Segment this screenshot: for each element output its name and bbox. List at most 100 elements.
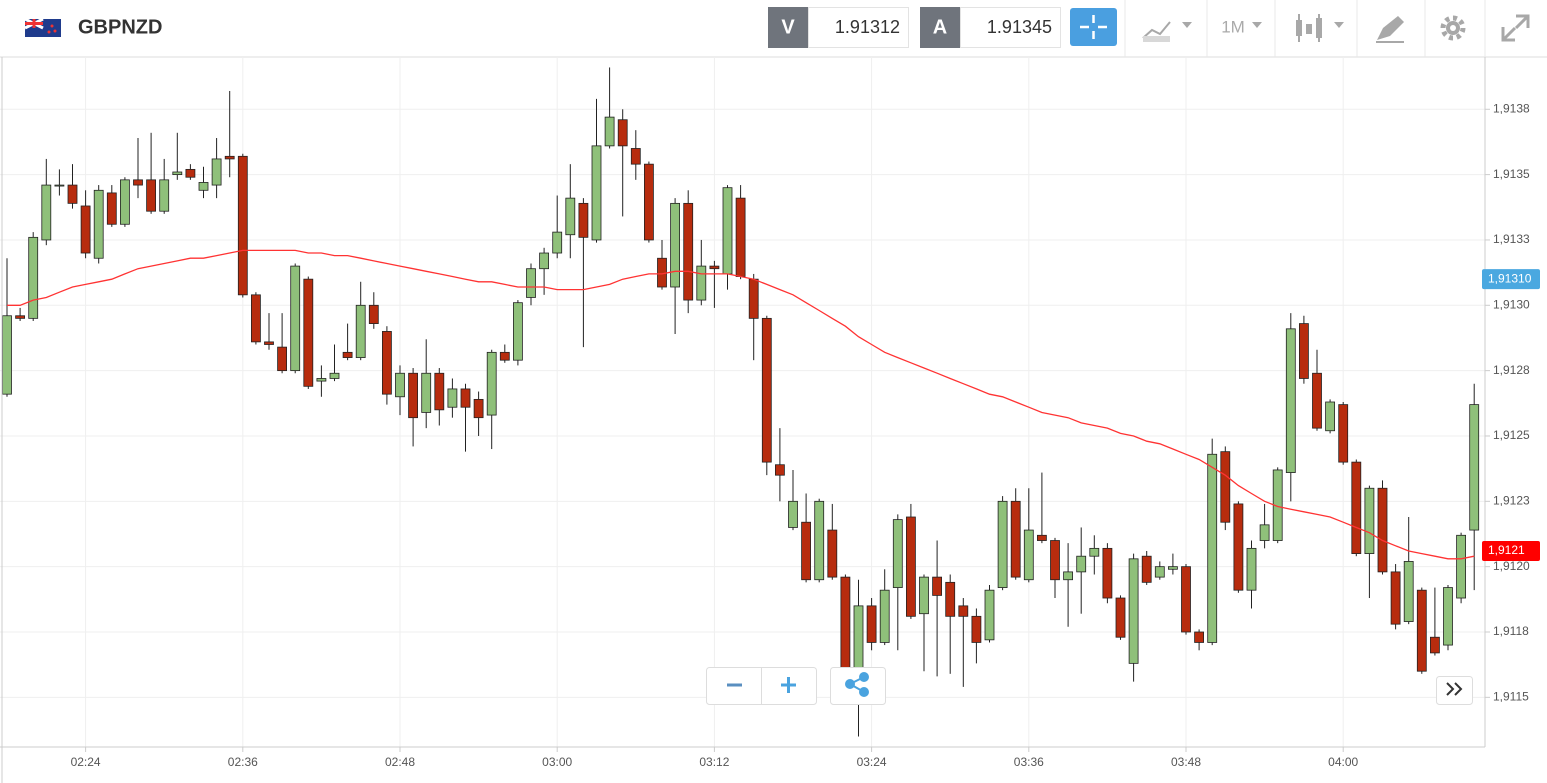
- candle-body: [565, 197, 576, 236]
- candle-body: [670, 202, 680, 288]
- candle-body: [499, 351, 510, 361]
- candle-body: [2, 315, 12, 395]
- scroll-end-button[interactable]: [1436, 676, 1473, 705]
- candle-body: [1430, 636, 1440, 654]
- crosshair-button[interactable]: [1070, 8, 1117, 46]
- candle-body: [1416, 589, 1427, 672]
- candle-body: [224, 155, 235, 160]
- ask-box[interactable]: [960, 7, 1061, 48]
- candle-body: [709, 265, 720, 270]
- candle-body: [80, 205, 91, 254]
- candle-body: [408, 372, 419, 419]
- y-tick-label: 1,9118: [1493, 624, 1529, 638]
- candle-body: [1443, 587, 1453, 646]
- zoom-in[interactable]: [781, 677, 796, 693]
- candle-body: [788, 500, 798, 528]
- candle-body: [1050, 540, 1060, 581]
- candle-body: [761, 317, 772, 463]
- candle-body: [146, 179, 157, 212]
- candle-body: [185, 168, 196, 178]
- candle-body: [853, 605, 864, 677]
- fullscreen-button[interactable]: [1501, 14, 1530, 42]
- candle-body: [1456, 534, 1466, 599]
- candle-body: [644, 163, 654, 241]
- y-tick-label: 1,9120: [1493, 559, 1530, 573]
- candle-body: [735, 197, 746, 277]
- candle-body: [513, 302, 523, 361]
- candle-body: [395, 372, 405, 398]
- candle-body: [552, 231, 563, 254]
- x-tick-label: 03:24: [857, 755, 887, 769]
- y-tick-label: 1,9135: [1493, 167, 1530, 181]
- candle-body: [159, 179, 170, 212]
- candle-body: [879, 589, 890, 643]
- candle-body: [434, 372, 445, 411]
- separators: [1124, 0, 1486, 57]
- plot-area: 1,9115 1,9118 1,9120 1,9123 1,9125 1,9128 1,91…: [0, 57, 1530, 769]
- candle-body: [290, 265, 301, 372]
- candle-body: [120, 179, 130, 225]
- candle-style-button[interactable]: [1296, 14, 1344, 42]
- x-tick-label: 02:48: [385, 755, 415, 769]
- candle-body: [1220, 451, 1231, 523]
- candle-body: [1259, 524, 1270, 541]
- y-tick-label: 1,9123: [1493, 493, 1530, 507]
- candle-body: [355, 304, 366, 358]
- candle-body: [892, 519, 903, 588]
- candle-body: [1338, 404, 1349, 463]
- x-tick-label: 03:48: [1171, 755, 1201, 769]
- candle-body: [866, 605, 877, 643]
- candle-body: [1469, 404, 1480, 531]
- candle-body: [1299, 323, 1309, 379]
- timeframe-arrow: [1252, 22, 1262, 28]
- bid-box[interactable]: [808, 7, 909, 48]
- ask-price: 1.91345: [987, 17, 1052, 37]
- candle-body: [840, 576, 851, 677]
- candle-body: [303, 278, 314, 387]
- candle-body: [250, 294, 261, 343]
- draw-button[interactable]: [1376, 16, 1404, 43]
- candle-body: [41, 184, 52, 241]
- candle-body: [198, 182, 209, 191]
- share-button[interactable]: [830, 667, 886, 705]
- x-tick-label: 03:36: [1014, 755, 1044, 769]
- moving-average-line: [7, 249, 1475, 560]
- candle-body: [277, 346, 288, 372]
- candle-body: [1325, 401, 1335, 432]
- candle-body: [604, 116, 615, 147]
- candle-body: [1377, 487, 1388, 573]
- x-tick-label: 02:24: [71, 755, 101, 769]
- candle-body: [1010, 500, 1021, 578]
- candle-body: [617, 119, 628, 147]
- zoom-controls: [706, 667, 1473, 705]
- candle-body: [801, 521, 811, 581]
- candle-body: [945, 581, 956, 617]
- symbol: GBPNZD: [78, 16, 162, 38]
- timeframe[interactable]: 1M: [1221, 17, 1245, 36]
- candle-body: [1063, 571, 1073, 581]
- candle-body: [630, 148, 641, 165]
- candle-body: [1115, 597, 1126, 638]
- candle-body: [329, 372, 340, 379]
- settings-button[interactable]: [1440, 15, 1466, 41]
- candle-body: [316, 378, 327, 382]
- candle-body: [775, 464, 785, 476]
- candle-body: [591, 145, 602, 241]
- candle-body: [1154, 566, 1165, 578]
- x-tick-label: 03:12: [699, 755, 729, 769]
- candle-body: [1168, 566, 1178, 570]
- candle-body: [1233, 503, 1244, 591]
- candle-body: [539, 252, 549, 270]
- candle-body: [971, 615, 982, 643]
- candle-body: [460, 388, 471, 408]
- candle-body: [1128, 558, 1139, 664]
- candle-body: [1390, 571, 1401, 625]
- y-tick-label: 1,9130: [1493, 297, 1530, 311]
- x-tick-label: 02:36: [228, 755, 258, 769]
- x-tick-label: 04:00: [1328, 755, 1358, 769]
- candle-body: [1194, 631, 1204, 643]
- candle-body: [1351, 461, 1362, 554]
- chart-type-button[interactable]: [1142, 21, 1192, 42]
- candle-body: [133, 179, 143, 186]
- candle-body: [172, 171, 183, 176]
